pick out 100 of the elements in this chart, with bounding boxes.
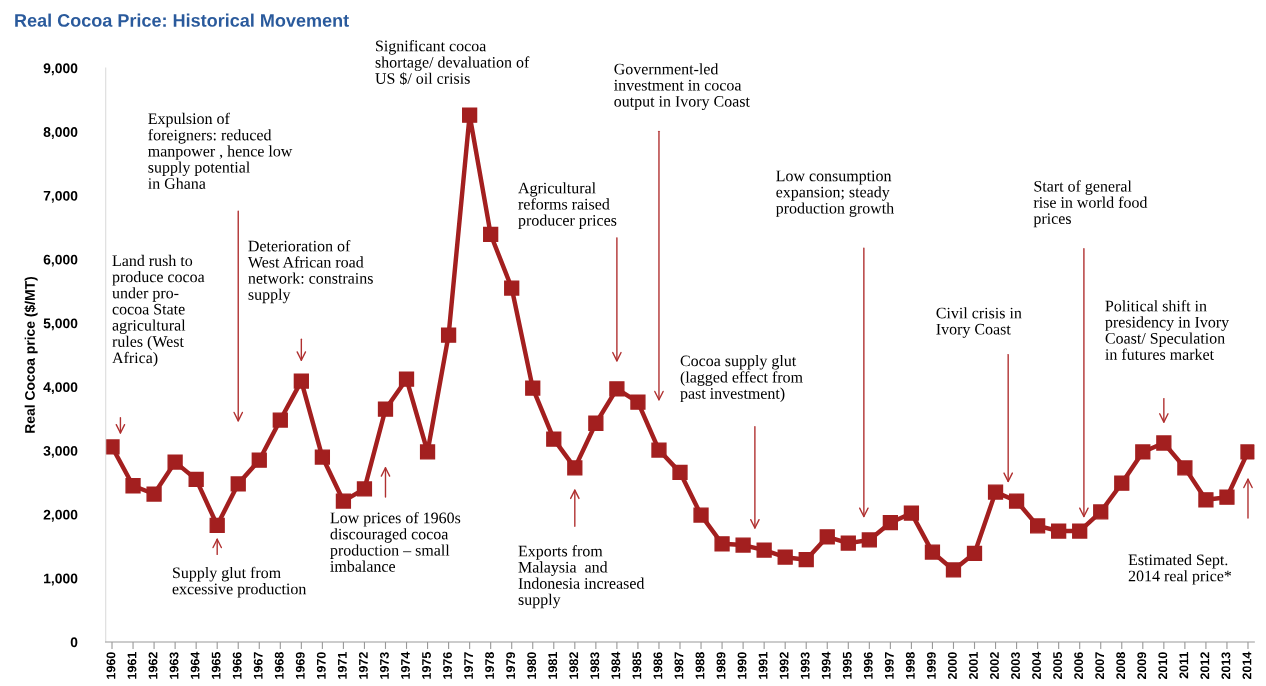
x-tick-label: 1972 <box>358 652 368 679</box>
point <box>588 415 604 431</box>
x-tick-label: 1979 <box>506 652 516 679</box>
point <box>293 373 309 389</box>
chart-title: Real Cocoa Price: Historical Movement <box>15 13 349 27</box>
x-tick-label: 1984 <box>611 651 621 679</box>
x-tick-label: 1988 <box>695 652 705 679</box>
point <box>440 327 457 343</box>
point <box>609 381 625 397</box>
annotation: Political shift in presidency in Ivory Coast/ Speculation in futures market <box>1105 299 1230 360</box>
annotation: Exports from Malaysia and Indonesia increased supply <box>518 545 645 609</box>
x-tick-label: 1981 <box>548 652 558 679</box>
point <box>756 542 772 558</box>
point <box>314 449 331 465</box>
y-axis-title: Real Cocoa price ($/MT) <box>24 276 38 433</box>
x-tick-label: 1966 <box>232 652 242 679</box>
x-tick-label: 2000 <box>947 652 957 680</box>
point <box>1156 435 1172 451</box>
x-tick-label: 1993 <box>800 652 810 679</box>
y-tick-label: 1,000 <box>44 573 78 586</box>
x-tick-label: 1960 <box>106 652 116 679</box>
y-tick-label: 8,000 <box>43 127 78 139</box>
x-tick-label: 1987 <box>674 652 684 679</box>
point <box>861 532 877 548</box>
x-tick-label: 1961 <box>127 652 137 679</box>
point <box>1029 518 1046 534</box>
y-tick-label: 9,000 <box>43 63 78 76</box>
point <box>125 478 141 494</box>
x-tick-label: 1995 <box>842 652 852 679</box>
y-tick-label: 4,000 <box>43 382 78 395</box>
x-tick-label: 2012 <box>1200 652 1210 680</box>
point <box>903 505 920 521</box>
y-tick-label: 7,000 <box>43 190 78 203</box>
x-tick-label: 1977 <box>464 652 473 679</box>
point <box>735 537 751 553</box>
x-tick-label: 1973 <box>379 652 389 679</box>
annotation: Agricultural reforms raised producer prices <box>518 182 617 229</box>
x-tick-label: 1971 <box>337 652 347 679</box>
annotation: Start of general rise in world food prices <box>1033 180 1148 228</box>
point <box>356 481 373 497</box>
point <box>966 545 983 561</box>
x-tick-label: 2006 <box>1074 652 1084 680</box>
point <box>924 544 941 560</box>
x-tick-label: 2011 <box>1179 652 1189 679</box>
x-tick-label: 2008 <box>1116 652 1126 680</box>
y-tick-label: 5,000 <box>43 318 78 331</box>
x-tick-label: 1976 <box>443 652 452 679</box>
x-tick-label: 2014 <box>1242 651 1252 680</box>
point <box>398 371 415 387</box>
point <box>945 562 962 578</box>
point <box>335 493 352 509</box>
x-tick-label: 1963 <box>169 652 179 679</box>
x-tick-label: 2010 <box>1158 652 1168 680</box>
point <box>230 476 246 492</box>
x-tick-label: 1986 <box>653 652 663 679</box>
point <box>1008 493 1025 509</box>
x-tick-label: 1991 <box>758 652 768 679</box>
annotation: Deterioration of West African road network: constrains supply <box>247 240 373 304</box>
x-tick-label: 1964 <box>190 651 200 679</box>
x-tick-label: 2002 <box>990 652 999 680</box>
x-tick-label: 1989 <box>716 652 726 679</box>
x-tick-label: 1967 <box>253 652 263 679</box>
x-tick-label: 1994 <box>821 651 831 679</box>
point <box>840 535 856 551</box>
point <box>525 380 541 396</box>
point <box>1135 444 1151 460</box>
x-tick-label: 1969 <box>295 652 305 679</box>
point <box>1114 475 1130 491</box>
annotation: Significant cocoa shortage/ devaluation of US $/ oil crisis <box>375 39 530 85</box>
point <box>630 394 646 410</box>
x-tick-label: 2007 <box>1095 652 1105 680</box>
point <box>798 552 814 568</box>
y-tick-label: 0 <box>70 637 78 648</box>
point <box>209 517 225 533</box>
annotation: Low consumption expansion; steady production growth <box>775 170 894 217</box>
point <box>987 484 1004 500</box>
annotation: Government-led investment in cocoa output in Ivory Coast <box>614 63 750 111</box>
point <box>377 401 394 417</box>
y-tick-label: 6,000 <box>43 254 78 267</box>
point <box>651 442 667 458</box>
point <box>1198 492 1214 508</box>
x-tick-label: 1965 <box>211 652 221 679</box>
x-tick-label: 2003 <box>1011 652 1020 680</box>
x-tick-label: 1983 <box>590 652 600 679</box>
x-tick-label: 1999 <box>926 652 936 679</box>
annotation: Estimated Sept. 2014 real price* <box>1128 553 1232 585</box>
x-tick-label: 1996 <box>863 652 873 679</box>
x-tick-label: 2009 <box>1137 652 1147 680</box>
x-tick-label: 2001 <box>969 652 978 680</box>
x-tick-label: 2004 <box>1032 651 1041 680</box>
point <box>1051 523 1067 539</box>
annotation: Cocoa supply glut (lagged effect from past investment) <box>680 355 803 403</box>
point <box>188 471 204 488</box>
x-tick-label: 1998 <box>905 652 915 679</box>
annotation: Expulsion of foreigners: reduced manpower , hence low supply potential in Ghana <box>148 112 293 189</box>
point <box>105 439 120 455</box>
x-tick-label: 1978 <box>485 652 495 679</box>
point <box>693 507 709 523</box>
x-tick-label: 1985 <box>632 652 642 679</box>
y-tick-label: 3,000 <box>43 446 78 458</box>
